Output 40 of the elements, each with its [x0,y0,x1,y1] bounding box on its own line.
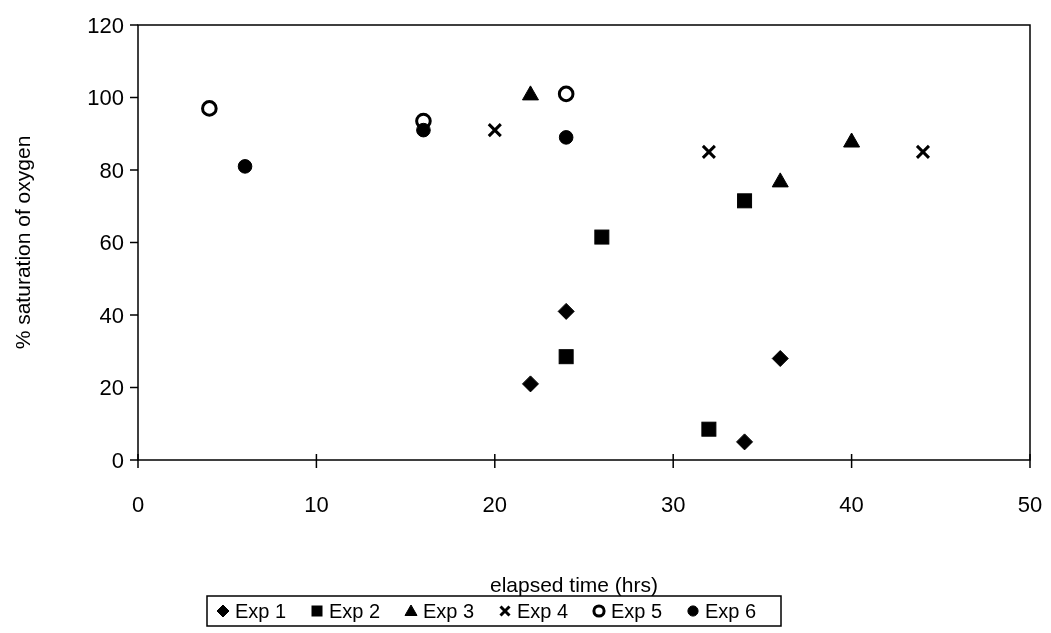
point [701,144,717,160]
x-tick-label: 50 [1017,492,1043,517]
legend-label: Exp 3 [423,600,475,622]
y-tick-label: 20 [99,375,124,401]
y-tick-label: 80 [99,157,124,183]
y-axis-title: % saturation of oxygen [11,135,34,350]
x-tick-label: 20 [482,492,508,517]
point [701,421,717,437]
point [521,375,539,393]
y-tick-label: 120 [87,12,124,38]
x-tick-label: 30 [660,492,686,517]
point [843,132,861,148]
x-tick-label: 40 [839,492,864,517]
x-axis-title: elapsed time (hrs) [489,573,659,596]
legend-label: Exp 2 [329,600,381,622]
point [915,144,931,160]
point [521,85,539,101]
legend-label: Exp 4 [517,600,569,622]
point [416,122,431,138]
x-tick-label: 10 [304,492,329,517]
point [594,229,610,245]
point [237,159,253,174]
point [771,172,789,188]
y-tick-label: 60 [99,230,124,256]
y-tick-label: 0 [111,447,124,473]
point [558,349,574,365]
point [487,122,503,138]
point [736,433,754,451]
y-tick-label: 40 [99,302,124,328]
legend-label: Exp 5 [611,600,663,622]
point [771,350,789,367]
y-tick-label: 100 [87,85,124,111]
point [557,302,575,320]
legend-label: Exp 1 [235,600,287,622]
point [558,130,574,145]
x-tick-label: 0 [131,492,145,517]
point [201,100,218,117]
point [737,193,753,209]
legend-label: Exp 6 [705,600,757,622]
point [557,85,575,103]
